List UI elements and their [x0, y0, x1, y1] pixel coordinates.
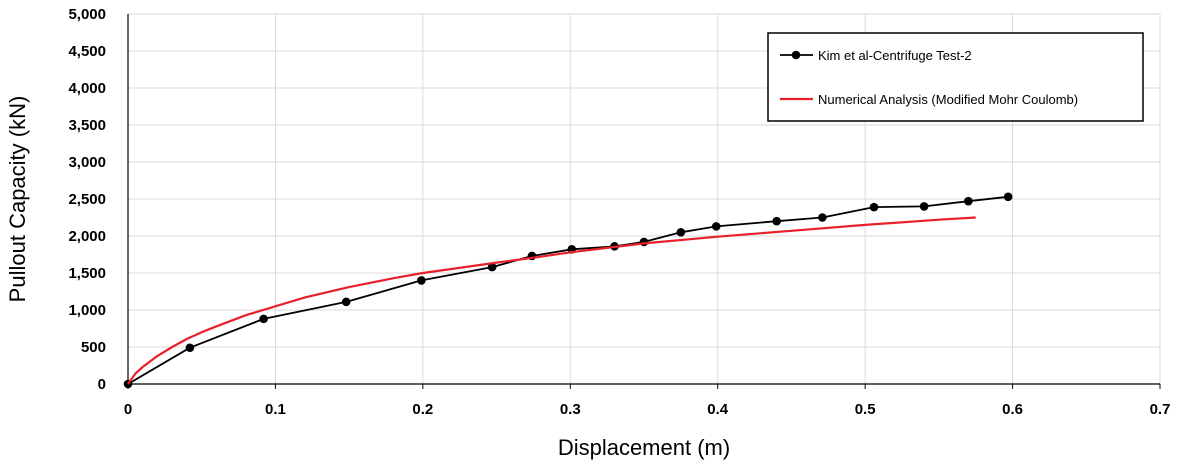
data-point-kim-centrifuge — [1003, 192, 1013, 202]
data-point-kim-centrifuge — [185, 343, 195, 353]
data-point-kim-centrifuge — [711, 222, 721, 231]
gridlines — [128, 13, 1161, 384]
series-line-numerical-analysis — [127, 216, 976, 385]
data-point-kim-centrifuge — [818, 213, 827, 222]
data-point-kim-centrifuge — [259, 314, 268, 324]
y-axis-title: Pullout Capacity (kN) — [5, 96, 30, 303]
y-tick-label: 3,000 — [68, 154, 106, 171]
y-tick-label: 4,500 — [68, 43, 106, 60]
legend: Kim et al-Centrifuge Test-2 Numerical An… — [767, 32, 1144, 122]
data-point-kim-centrifuge — [639, 237, 649, 247]
y-tick-label: 3,500 — [68, 117, 106, 134]
y-tick-label: 0 — [98, 376, 106, 393]
legend-label-kim-centrifuge: Kim et al-Centrifuge Test-2 — [818, 48, 972, 63]
data-point-kim-centrifuge — [772, 216, 781, 226]
legend-marker-kim-centrifuge — [791, 50, 801, 60]
y-tick-label: 4,000 — [68, 80, 106, 97]
x-tick-label: 0.6 — [1002, 401, 1023, 418]
data-point-kim-centrifuge — [919, 202, 929, 211]
series-group — [123, 192, 1013, 389]
y-tick-label: 1,000 — [68, 302, 106, 319]
data-point-kim-centrifuge — [676, 228, 686, 237]
y-tick-label: 2,500 — [68, 191, 106, 208]
y-tick-label: 5,000 — [68, 6, 106, 23]
x-tick-label: 0.2 — [412, 401, 433, 418]
x-axis-title: Displacement (m) — [558, 435, 730, 460]
y-tick-label: 2,000 — [68, 228, 106, 245]
x-tick-label: 0.5 — [855, 401, 876, 418]
y-tick-label: 1,500 — [68, 265, 106, 282]
y-tick-label: 500 — [81, 339, 106, 356]
tick-labels: 0 500 1,000 1,500 2,000 2,500 3,000 3,500 4,000 4… — [68, 6, 1170, 418]
data-point-kim-centrifuge — [964, 196, 973, 206]
x-tick-label: 0.4 — [707, 401, 729, 418]
axes — [127, 14, 1161, 389]
x-tick-label: 0.7 — [1150, 401, 1171, 418]
legend-box — [767, 32, 1144, 122]
x-tick-label: 0 — [124, 401, 132, 418]
data-point-kim-centrifuge — [487, 262, 497, 272]
data-point-kim-centrifuge — [417, 276, 426, 285]
x-tick-label: 0.1 — [265, 401, 286, 418]
x-tick-label: 0.3 — [560, 401, 581, 418]
data-point-kim-centrifuge — [869, 202, 879, 212]
data-point-kim-centrifuge — [341, 297, 351, 307]
legend-label-numerical-analysis: Numerical Analysis (Modified Mohr Coulom… — [818, 92, 1078, 107]
